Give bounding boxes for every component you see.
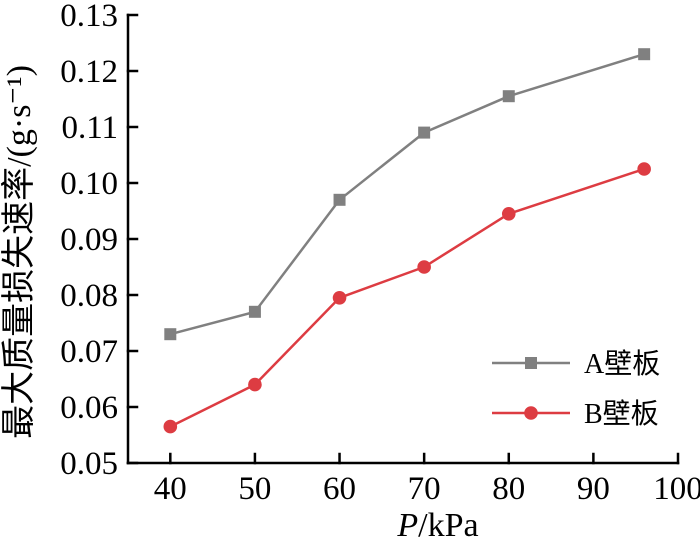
y-tick-label: 0.11 xyxy=(61,110,118,146)
x-tick-label: 80 xyxy=(492,471,525,507)
x-tick-label: 90 xyxy=(577,471,610,507)
x-axis-title-symbol: P xyxy=(396,507,418,544)
series-1-marker-circle xyxy=(163,419,178,434)
y-tick-label: 0.10 xyxy=(60,166,118,202)
x-axis-title-unit: /kPa xyxy=(418,507,478,544)
x-tick-label: 100 xyxy=(653,471,700,507)
series-1-marker-circle xyxy=(248,377,262,392)
series-1-marker-circle xyxy=(637,162,651,176)
y-tick-label: 0.08 xyxy=(60,278,118,314)
legend-marker-circle xyxy=(524,406,538,420)
series-0-line xyxy=(169,53,645,336)
series-0-marker-square xyxy=(164,328,177,341)
y-tick-label: 0.09 xyxy=(60,222,118,258)
series-0-marker-square xyxy=(418,126,431,139)
x-tick-label: 40 xyxy=(154,471,187,507)
x-tick-label: 50 xyxy=(238,471,271,507)
legend: A壁板 B壁板 xyxy=(492,348,660,430)
legend-label: B壁板 xyxy=(584,398,659,430)
series-0-marker-square xyxy=(638,48,651,61)
series-0-marker-square xyxy=(248,305,261,318)
x-tick-label: 60 xyxy=(323,471,356,507)
y-tick-label: 0.12 xyxy=(60,54,118,90)
series-0-marker-square xyxy=(333,193,346,206)
plot-area: 0.05 0.06 0.07 0.08 0.09 0.10 0.11 0.12 0.13 40 50… xyxy=(60,0,700,507)
series-1-line xyxy=(169,167,645,428)
y-axis-title: 最大质量损失速率/(g·s⁻¹) xyxy=(0,65,38,439)
series-1-marker-circle xyxy=(417,260,431,274)
y-tick-label: 0.05 xyxy=(60,446,118,482)
legend-label: A壁板 xyxy=(584,348,660,380)
series-1-marker-circle xyxy=(501,207,516,221)
x-tick-label: 70 xyxy=(408,471,441,507)
x-axis-title: P/kPa xyxy=(396,507,478,544)
series-0-marker-square xyxy=(502,90,515,103)
y-tick-label: 0.13 xyxy=(60,0,118,34)
y-tick-label: 0.07 xyxy=(60,334,118,370)
y-tick-label: 0.06 xyxy=(60,390,118,426)
legend-marker-square xyxy=(525,357,537,369)
series-1-marker-circle xyxy=(332,291,347,305)
